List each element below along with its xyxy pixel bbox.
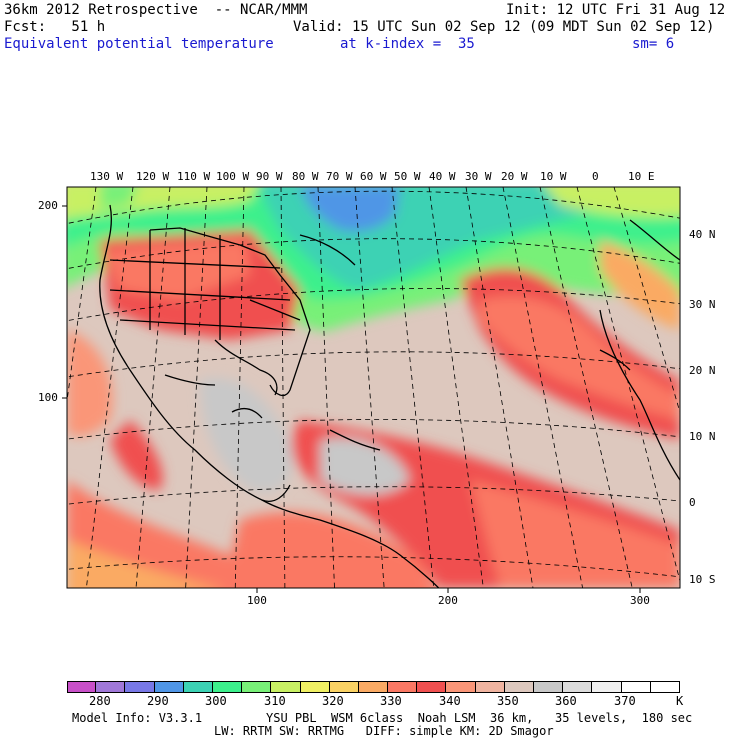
lon-label: 40 W bbox=[429, 170, 456, 183]
lon-label: 120 W bbox=[136, 170, 170, 183]
colorbar-swatch bbox=[446, 681, 476, 693]
grid-y-label: 200 bbox=[38, 199, 58, 212]
lat-label: 40 N bbox=[689, 228, 716, 241]
lon-label: 70 W bbox=[326, 170, 353, 183]
colorbar-swatch bbox=[358, 681, 389, 693]
colorbar-swatch bbox=[183, 681, 213, 693]
colorbar-swatch bbox=[563, 681, 593, 693]
physics-options: YSU PBL WSM 6class Noah LSM 36 km, 35 le… bbox=[266, 711, 693, 725]
colorbar-swatch bbox=[592, 681, 622, 693]
colorbar-label: 340 bbox=[439, 694, 461, 708]
colorbar-label: 310 bbox=[264, 694, 286, 708]
lon-label: 60 W bbox=[360, 170, 387, 183]
lat-label: 30 N bbox=[689, 298, 716, 311]
lat-label: 20 N bbox=[689, 364, 716, 377]
theta-e-field bbox=[67, 187, 680, 588]
lon-label: 80 W bbox=[292, 170, 319, 183]
colorbar-label: 360 bbox=[555, 694, 577, 708]
colorbar-swatch bbox=[621, 681, 651, 693]
colorbar-swatch bbox=[504, 681, 535, 693]
colorbar-swatch bbox=[534, 681, 564, 693]
lon-label: 0 bbox=[592, 170, 599, 183]
lat-label: 10 N bbox=[689, 430, 716, 443]
lat-label: 10 S bbox=[689, 573, 716, 586]
coastlines bbox=[99, 204, 680, 588]
lon-label: 110 W bbox=[177, 170, 211, 183]
colorbar-swatch bbox=[212, 681, 243, 693]
lon-label: 130 W bbox=[90, 170, 124, 183]
grid-y-label: 100 bbox=[38, 391, 58, 404]
radiation-options: LW: RRTM SW: RRTMG DIFF: simple KM: 2D S… bbox=[214, 724, 554, 738]
map-frame bbox=[66, 186, 681, 589]
colorbar-swatch bbox=[271, 681, 301, 693]
lon-label: 90 W bbox=[256, 170, 283, 183]
valid-time: Valid: 15 UTC Sun 02 Sep 12 (09 MDT Sun … bbox=[293, 19, 715, 35]
colorbar-swatch bbox=[300, 681, 330, 693]
colorbar-swatch bbox=[417, 681, 447, 693]
colorbar-swatch bbox=[96, 681, 126, 693]
lat-label: 0 bbox=[689, 496, 696, 509]
colorbar-label: 370 bbox=[614, 694, 636, 708]
forecast-hour: Fcst: 51 h bbox=[4, 19, 106, 35]
grid-x-label: 200 bbox=[438, 594, 458, 607]
level-index: at k-index = 35 bbox=[340, 36, 475, 52]
colorbar-label: 280 bbox=[89, 694, 111, 708]
smoothing-value: sm= 6 bbox=[632, 36, 675, 52]
colorbar-label: 320 bbox=[322, 694, 344, 708]
field-name: Equivalent potential temperature bbox=[4, 36, 274, 52]
lon-label: 10 E bbox=[628, 170, 655, 183]
colorbar-label: 300 bbox=[205, 694, 227, 708]
model-info: Model Info: V3.3.1 bbox=[72, 711, 203, 725]
colorbar-label: 290 bbox=[147, 694, 169, 708]
colorbar-swatch bbox=[67, 681, 97, 693]
lon-label: 100 W bbox=[216, 170, 250, 183]
grid-x-label: 300 bbox=[630, 594, 650, 607]
graticule bbox=[67, 187, 680, 588]
lon-label: 10 W bbox=[540, 170, 567, 183]
colorbar-swatch bbox=[329, 681, 359, 693]
colorbar-label: 350 bbox=[497, 694, 519, 708]
colorbar-swatch bbox=[154, 681, 184, 693]
lon-label: 20 W bbox=[501, 170, 528, 183]
colorbar-swatch bbox=[242, 681, 272, 693]
grid-x-label: 100 bbox=[247, 594, 267, 607]
colorbar-frame bbox=[67, 681, 680, 693]
lon-label: 30 W bbox=[465, 170, 492, 183]
model-title: 36km 2012 Retrospective -- NCAR/MMM bbox=[4, 2, 308, 18]
lon-label: 50 W bbox=[394, 170, 421, 183]
colorbar-label: 330 bbox=[380, 694, 402, 708]
colorbar-swatch bbox=[388, 681, 418, 693]
colorbar-swatch bbox=[475, 681, 505, 693]
colorbar-units: K bbox=[676, 694, 684, 708]
init-time: Init: 12 UTC Fri 31 Aug 12 bbox=[506, 2, 726, 18]
colorbar-swatch bbox=[125, 681, 155, 693]
